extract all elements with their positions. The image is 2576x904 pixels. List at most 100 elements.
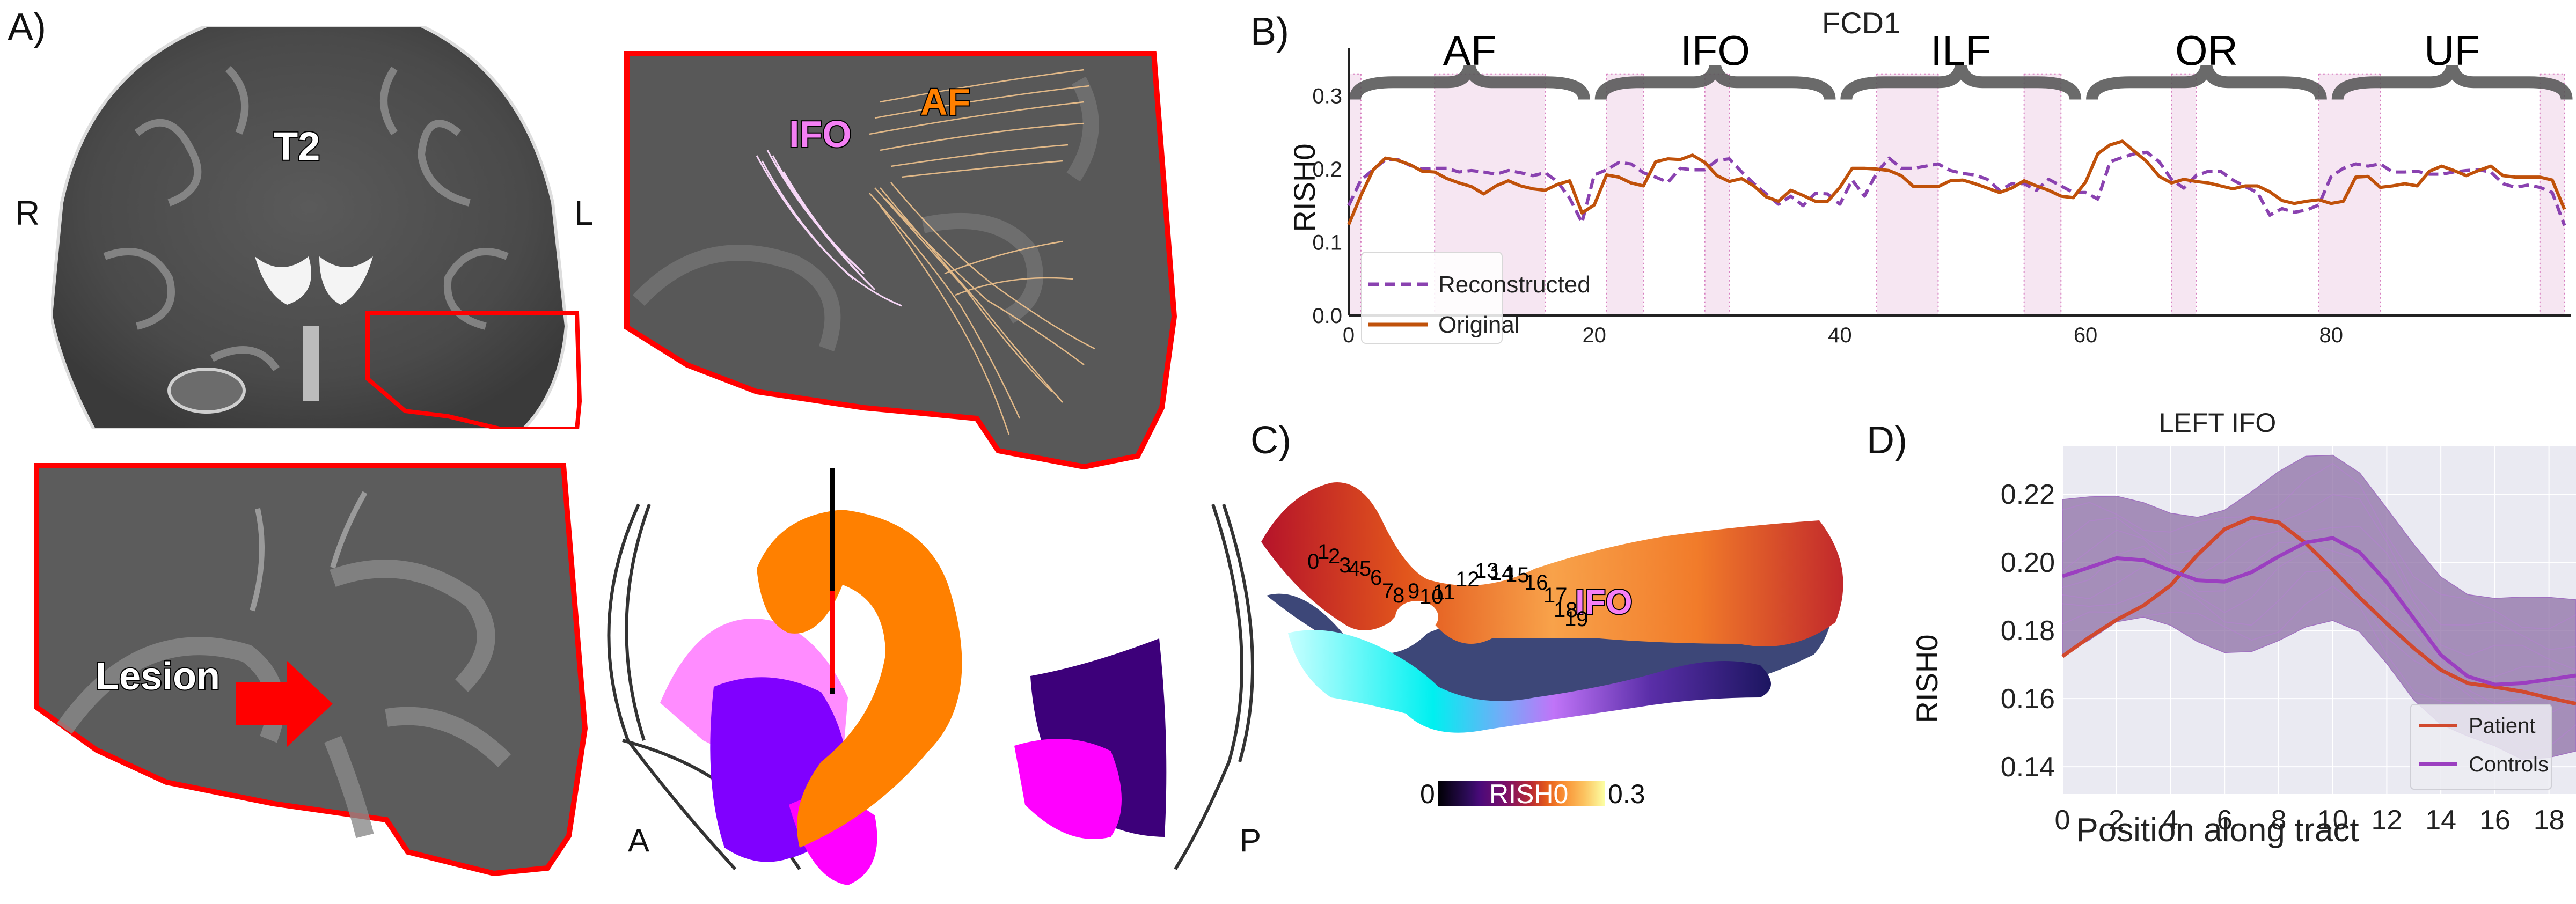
- chart-d-xlabel: Position along tract: [2076, 812, 2359, 849]
- bundle-label-ilf: ILF: [1930, 27, 1991, 74]
- y-tick-label: 0.20: [2001, 547, 2055, 578]
- inset-ifo-label: IFO: [788, 112, 853, 156]
- x-tick-label: 14: [2425, 805, 2456, 836]
- segment-label: 19: [1564, 607, 1589, 631]
- chart-d-legend: Patient Controls: [2410, 704, 2552, 790]
- x-tick-label: 60: [2074, 324, 2098, 347]
- segment-label: 17: [1543, 584, 1568, 607]
- anterior-label: A: [628, 822, 650, 858]
- bundle-label-or: OR: [2175, 27, 2238, 74]
- segment-label: 5: [1359, 557, 1372, 580]
- panel-b-label: B): [1250, 10, 1289, 53]
- bundle-brace: [1349, 64, 1590, 100]
- colorbar-min-label: 0: [1420, 779, 1435, 809]
- control-subject-line: [2062, 541, 2576, 682]
- series-original: [1347, 139, 2566, 225]
- y-tick-label: 0.22: [2001, 479, 2055, 510]
- segment-label: 7: [1382, 579, 1394, 603]
- sagittal-tractography: [596, 461, 1283, 901]
- colorbar: [1438, 781, 1605, 806]
- x-tick-label: 0: [1343, 324, 1355, 347]
- segment-label: 8: [1393, 584, 1405, 607]
- x-tick-label: 12: [2371, 805, 2402, 836]
- t2-label: T2: [273, 123, 321, 170]
- series-patient: [2061, 516, 2576, 706]
- orientation-right-label: R: [15, 194, 40, 232]
- zoomed-inset-tracts: [623, 48, 1181, 477]
- x-tick-label: 6: [2217, 805, 2233, 836]
- panel-c-label: C): [1250, 419, 1291, 462]
- chart-d-title: LEFT IFO: [2159, 408, 2277, 438]
- bundle-brace: [2086, 64, 2327, 100]
- control-subject-line: [2062, 526, 2576, 671]
- series-reconstructed: [1347, 150, 2566, 226]
- y-tick-label: 0.14: [2001, 752, 2055, 783]
- highlight-span: [1877, 74, 1938, 315]
- x-tick-label: 10: [2317, 805, 2348, 836]
- legend-original-label: Original: [1438, 312, 1520, 338]
- inset-af-label: AF: [919, 80, 971, 124]
- series-controls: [2061, 536, 2576, 687]
- segment-label: 1: [1318, 540, 1330, 564]
- x-tick-label: 20: [1582, 324, 1606, 347]
- x-tick-label: 80: [2319, 324, 2344, 347]
- segment-label: 14: [1490, 561, 1514, 585]
- highlight-span: [1606, 74, 1644, 315]
- bundle-label-ifo: IFO: [1680, 27, 1750, 74]
- posterior-label: P: [1240, 822, 1262, 858]
- x-tick-label: 0: [2055, 805, 2070, 836]
- y-tick-label: 0.16: [2001, 683, 2055, 715]
- y-tick-label: 0.18: [2001, 615, 2055, 646]
- bundle-brace: [1594, 64, 1836, 100]
- bundle-brace: [2331, 64, 2573, 100]
- x-tick-label: 16: [2479, 805, 2511, 836]
- colorbar-title: RISH0: [1489, 779, 1569, 809]
- highlight-span: [1704, 74, 1730, 315]
- panel-d-label: D): [1867, 419, 1907, 462]
- y-tick-label: 0.0: [1312, 304, 1342, 328]
- x-tick-label: 8: [2271, 805, 2286, 836]
- y-tick-label: 0.1: [1312, 231, 1342, 255]
- control-subject-line: [2062, 494, 2576, 651]
- panel-a-label: A): [8, 6, 46, 49]
- chart-d-ylabel: RISH0: [1911, 635, 1944, 723]
- x-tick-label: 2: [2109, 805, 2124, 836]
- controls-band: [2062, 454, 2576, 760]
- lesion-label: Lesion: [94, 654, 221, 699]
- control-subject-line: [2062, 462, 2576, 630]
- segment-label: 4: [1348, 557, 1360, 580]
- legend-reconstructed-label: Reconstructed: [1438, 271, 1591, 298]
- segment-label: 0: [1307, 550, 1320, 574]
- segment-label: 6: [1370, 566, 1382, 590]
- coronal-mri-image: [51, 26, 582, 429]
- x-tick-label: 40: [1828, 324, 1852, 347]
- chart-b-legend: Reconstructed Original: [1361, 252, 1591, 344]
- segment-label: 3: [1339, 554, 1351, 577]
- highlight-span: [2171, 74, 2197, 315]
- segment-label: 12: [1455, 568, 1480, 591]
- bundle-label-uf: UF: [2424, 27, 2480, 74]
- bundle-brace: [1840, 64, 2082, 100]
- y-tick-label: 0.3: [1312, 85, 1342, 108]
- x-tick-label: 4: [2163, 805, 2178, 836]
- colorbar-max-label: 0.3: [1608, 779, 1645, 809]
- legend-controls-label: Controls: [2469, 753, 2549, 776]
- highlight-span: [2318, 74, 2381, 315]
- chart-b-title: FCD1: [1822, 6, 1900, 40]
- chart-d-left-ifo: LEFT IFO RISH0 Position along tract 0.14…: [1911, 408, 2576, 849]
- segment-label: 9: [1408, 579, 1420, 603]
- segment-label: 16: [1524, 571, 1548, 594]
- chart-b-reconstruction: FCD1 RISH0 AF IFO ILF OR UF 0.0 0.1 0.2 0.3 0 20 4…: [1287, 6, 2573, 347]
- orientation-left-label: L: [574, 194, 594, 232]
- ifo-tract-colored: [1256, 461, 1862, 762]
- y-tick-label: 0.2: [1312, 158, 1342, 181]
- segment-label: 15: [1505, 563, 1529, 587]
- segment-label: 18: [1554, 598, 1578, 622]
- segment-label: 2: [1328, 545, 1341, 568]
- chart-b-ylabel: RISH0: [1287, 144, 1321, 232]
- segment-label: 13: [1475, 559, 1499, 583]
- x-tick-label: 18: [2534, 805, 2565, 836]
- legend-patient-label: Patient: [2469, 714, 2536, 738]
- ifo-tract-label: IFO: [1574, 582, 1634, 622]
- lesion-arrow-icon: [236, 661, 333, 747]
